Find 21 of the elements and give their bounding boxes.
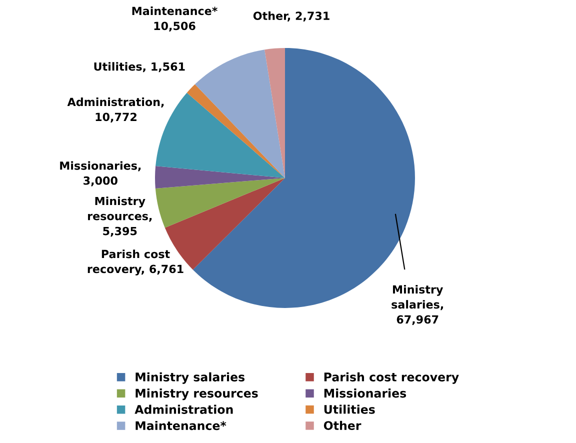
data-label: Utilities, 1,561 (94, 62, 185, 72)
pie-slice (155, 166, 285, 188)
data-label: Administration, 10,772 (67, 98, 164, 123)
data-label: Missionaries, 3,000 (60, 161, 141, 186)
legend-label: Missionaries (324, 388, 406, 398)
pie-slice (155, 178, 285, 228)
legend-label: Utilities (324, 404, 375, 414)
pie-slice (264, 48, 285, 178)
legend-label: Administration (134, 404, 233, 414)
legend-label: Maintenance* (136, 420, 226, 430)
data-label: Other, 2,731 (253, 11, 330, 22)
data-label: Ministry resources, 5,395 (88, 196, 152, 237)
pie-slice (194, 50, 285, 178)
data-label: Ministry salaries, 67,967 (392, 285, 444, 326)
data-label: Parish cost recovery, 6,761 (88, 250, 184, 276)
legend-label: Ministry resources (136, 388, 258, 400)
data-label: Maintenance* 10,506 (132, 6, 218, 32)
legend-label: Ministry salaries (136, 372, 245, 384)
legend-label: Parish cost recovery (324, 372, 459, 384)
pie-slice (186, 84, 285, 178)
legend-label: Other (324, 420, 362, 430)
